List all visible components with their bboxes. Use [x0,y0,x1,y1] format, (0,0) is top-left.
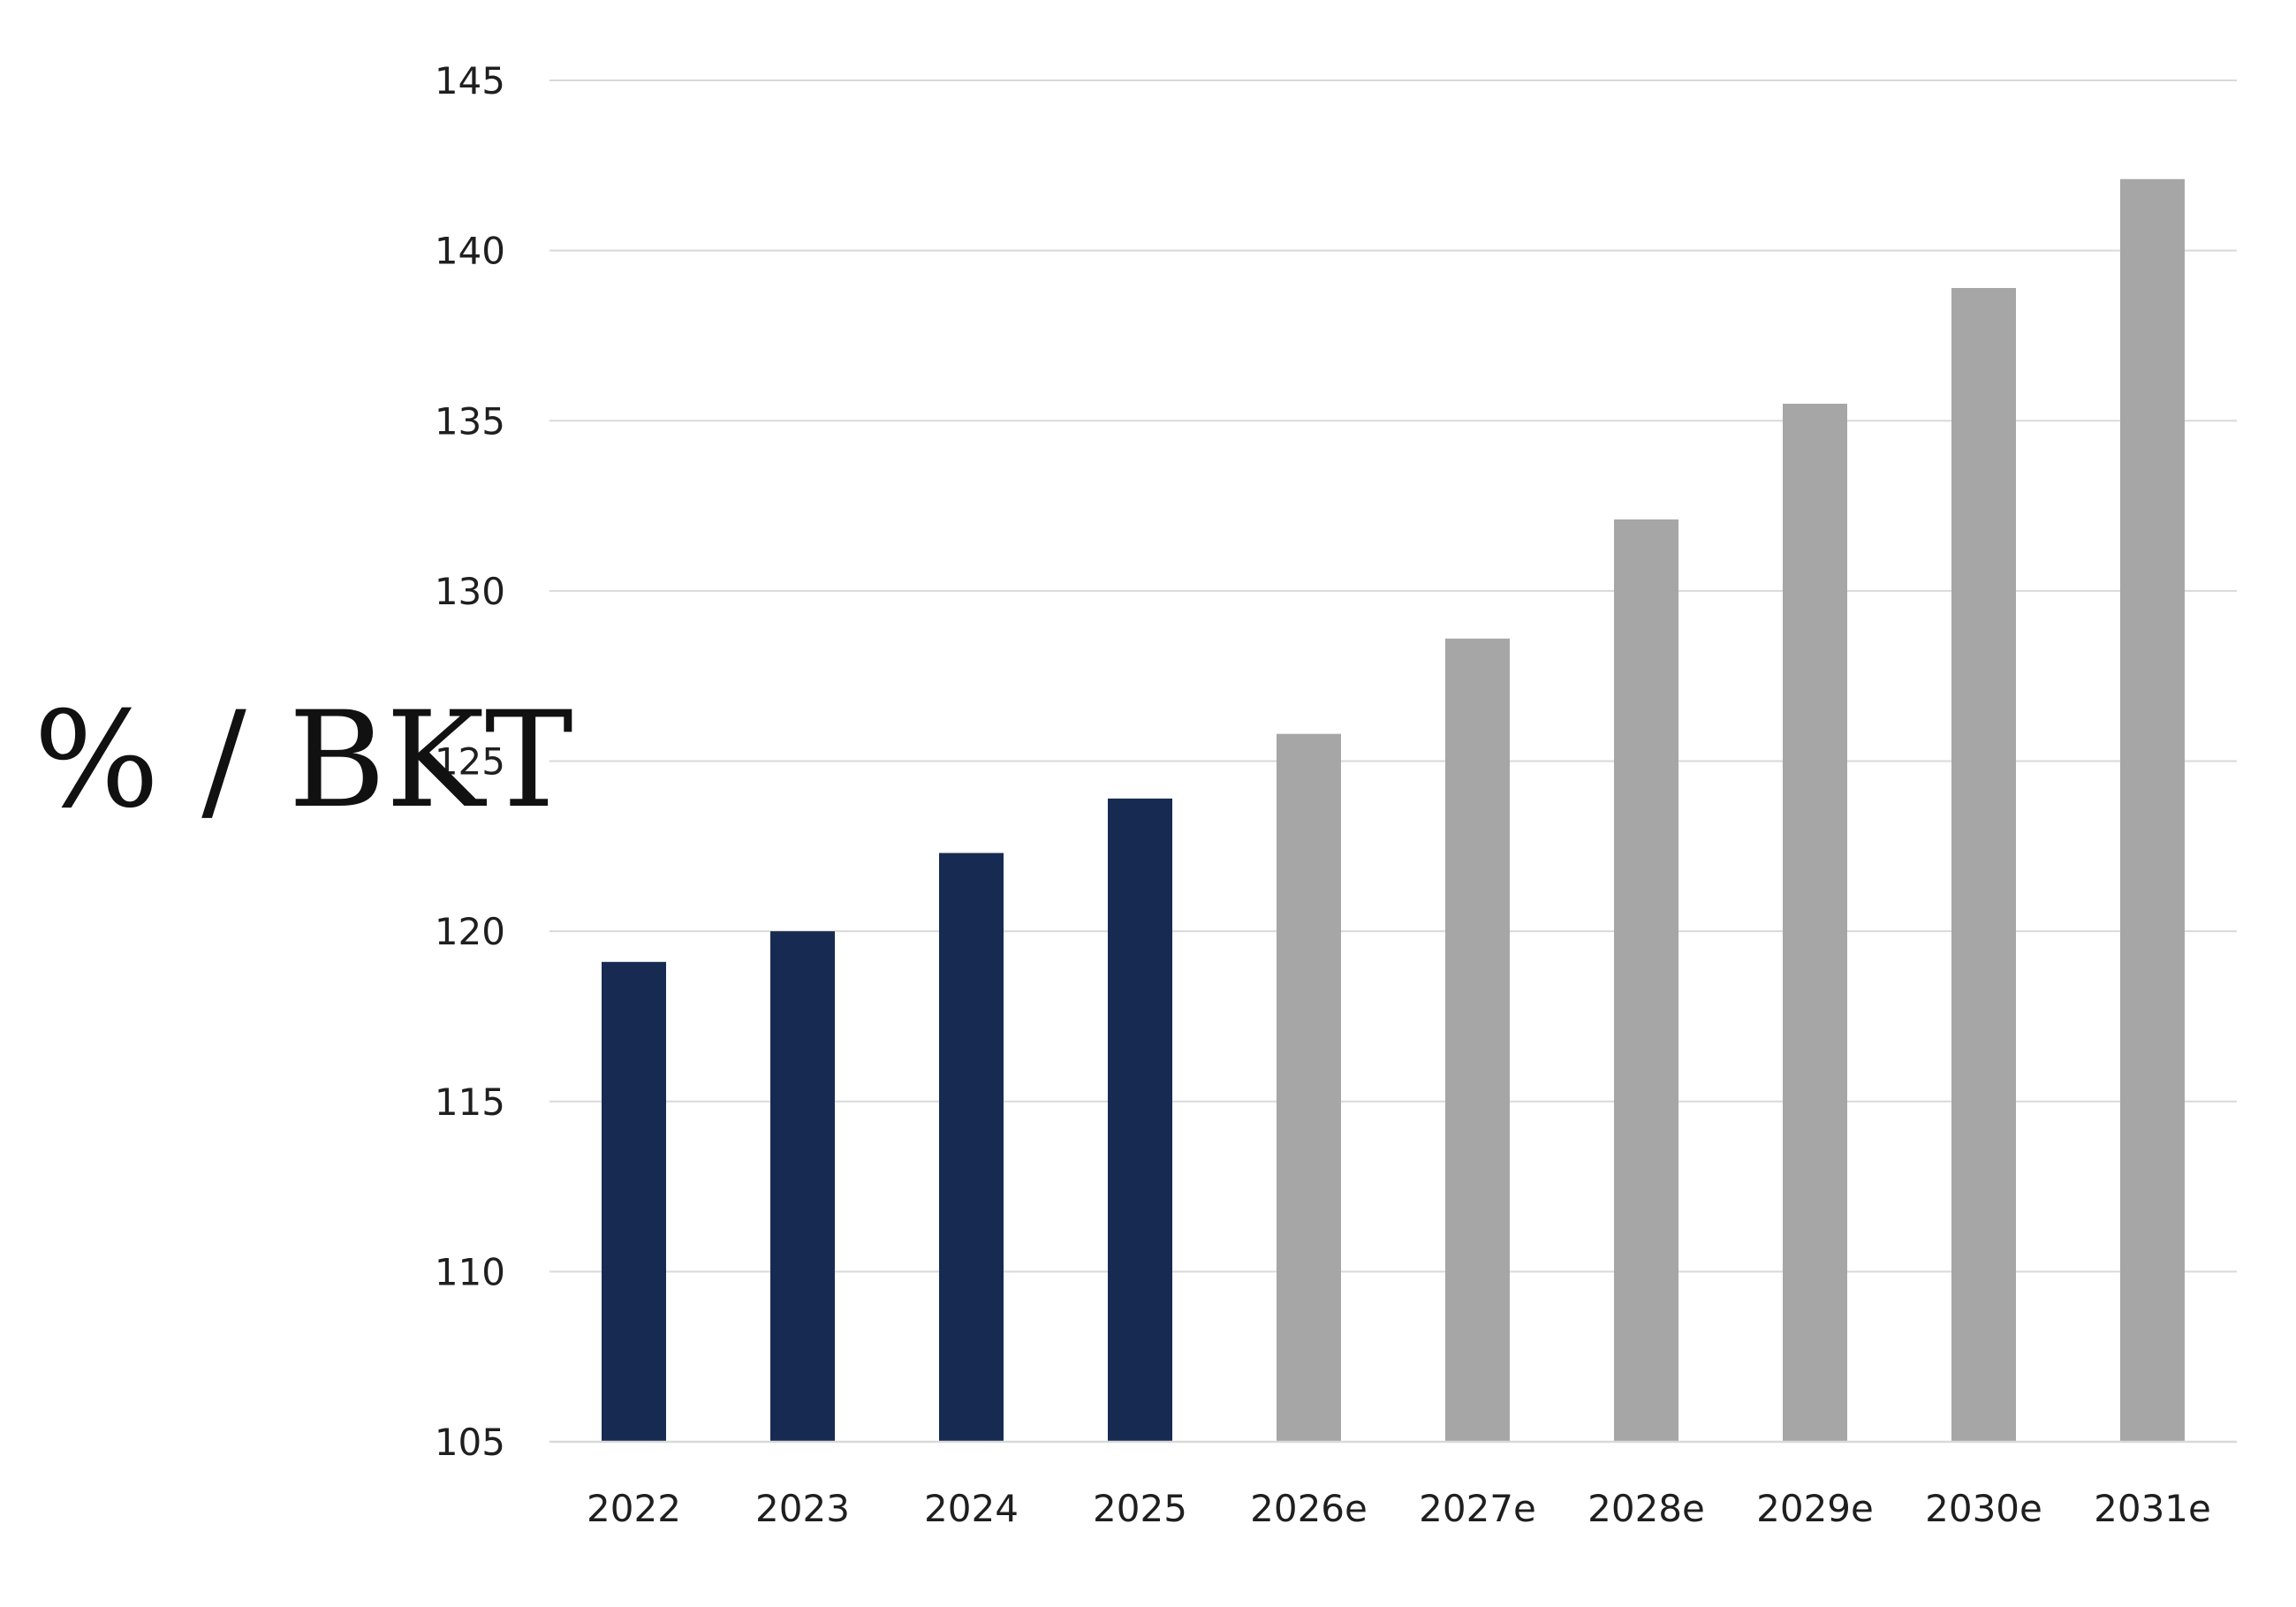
y-tick-label: 125 [435,740,505,784]
bars [602,178,2185,1443]
bar-2023 [770,931,835,1442]
y-tick-label: 145 [435,59,505,102]
bar-2028e [1614,519,1678,1443]
y-tick-label: 115 [435,1080,505,1124]
bar-2022 [602,961,666,1442]
y-tick-label: 130 [435,570,505,613]
x-tick-label: 2027e [1419,1487,1536,1530]
bar-2030e [1951,288,2016,1443]
bar-2025 [1108,798,1172,1442]
y-tick-label: 135 [435,399,505,443]
x-tick-label: 2029e [1756,1487,1874,1530]
x-tick-label: 2031e [2094,1487,2211,1530]
y-tick-label: 120 [435,910,505,953]
x-tick-label: 2024 [924,1487,1019,1530]
x-tick-label: 2026e [1250,1487,1368,1530]
x-tick-label: 2022 [587,1487,681,1530]
y-tick-label: 110 [435,1250,505,1293]
bar-2029e [1783,403,1847,1442]
y-tick-label: 105 [435,1421,505,1464]
y-tick-label: 140 [435,230,505,273]
x-tick-label: 2028e [1587,1487,1705,1530]
x-tick-label: 2023 [755,1487,850,1530]
bar-2024 [939,853,1004,1442]
y-tick-labels: 105 110 115 120 125 130 135 140 145 [435,59,505,1464]
x-tick-label: 2030e [1925,1487,2042,1530]
bar-2026e [1277,733,1341,1442]
bar-2031e [2120,178,2185,1442]
x-tick-labels: 2022 2023 2024 2025 2026e 2027e 2028e 2029e 2030… [587,1487,2211,1530]
y-axis-label: % / BKT [34,684,573,838]
bar-2027e [1445,638,1510,1442]
x-tick-label: 2025 [1093,1487,1187,1530]
